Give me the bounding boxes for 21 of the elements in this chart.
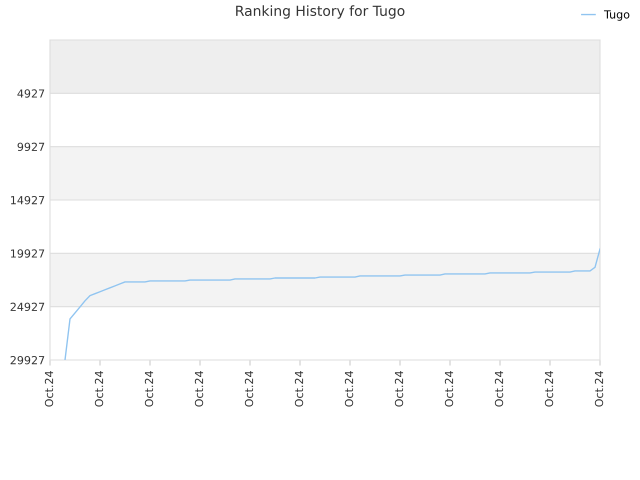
y-tick-label: 19927: [11, 249, 44, 258]
x-tick-label: Oct.24: [494, 371, 504, 407]
y-tick-label: 29927: [10, 356, 44, 364]
y-tick-label: 9927: [18, 142, 44, 152]
x-tick-label: Oct.24: [294, 371, 304, 407]
x-tick-label: Oct.24: [394, 371, 404, 407]
x-tick-label: Oct.24: [144, 371, 154, 407]
x-tick-label: Oct.24: [444, 371, 454, 407]
line-series: [64, 248, 600, 360]
x-tick-label: Oct.24: [244, 371, 254, 407]
x-tick-label: Oct.24: [594, 371, 604, 407]
y-tick-label: 4927: [17, 89, 44, 98]
y-tick-label: 24927: [10, 302, 44, 312]
legend-label: Tugo: [604, 10, 630, 21]
chart-title: Ranking History for Tugo: [236, 5, 404, 19]
y-tick-label: 14927: [11, 196, 44, 204]
x-tick-label: Oct.24: [44, 371, 54, 407]
x-tick-label: Oct.24: [194, 371, 204, 407]
x-tick-label: Oct.24: [94, 371, 104, 407]
x-tick-label: Oct.24: [344, 371, 354, 407]
x-tick-label: Oct.24: [544, 371, 554, 407]
